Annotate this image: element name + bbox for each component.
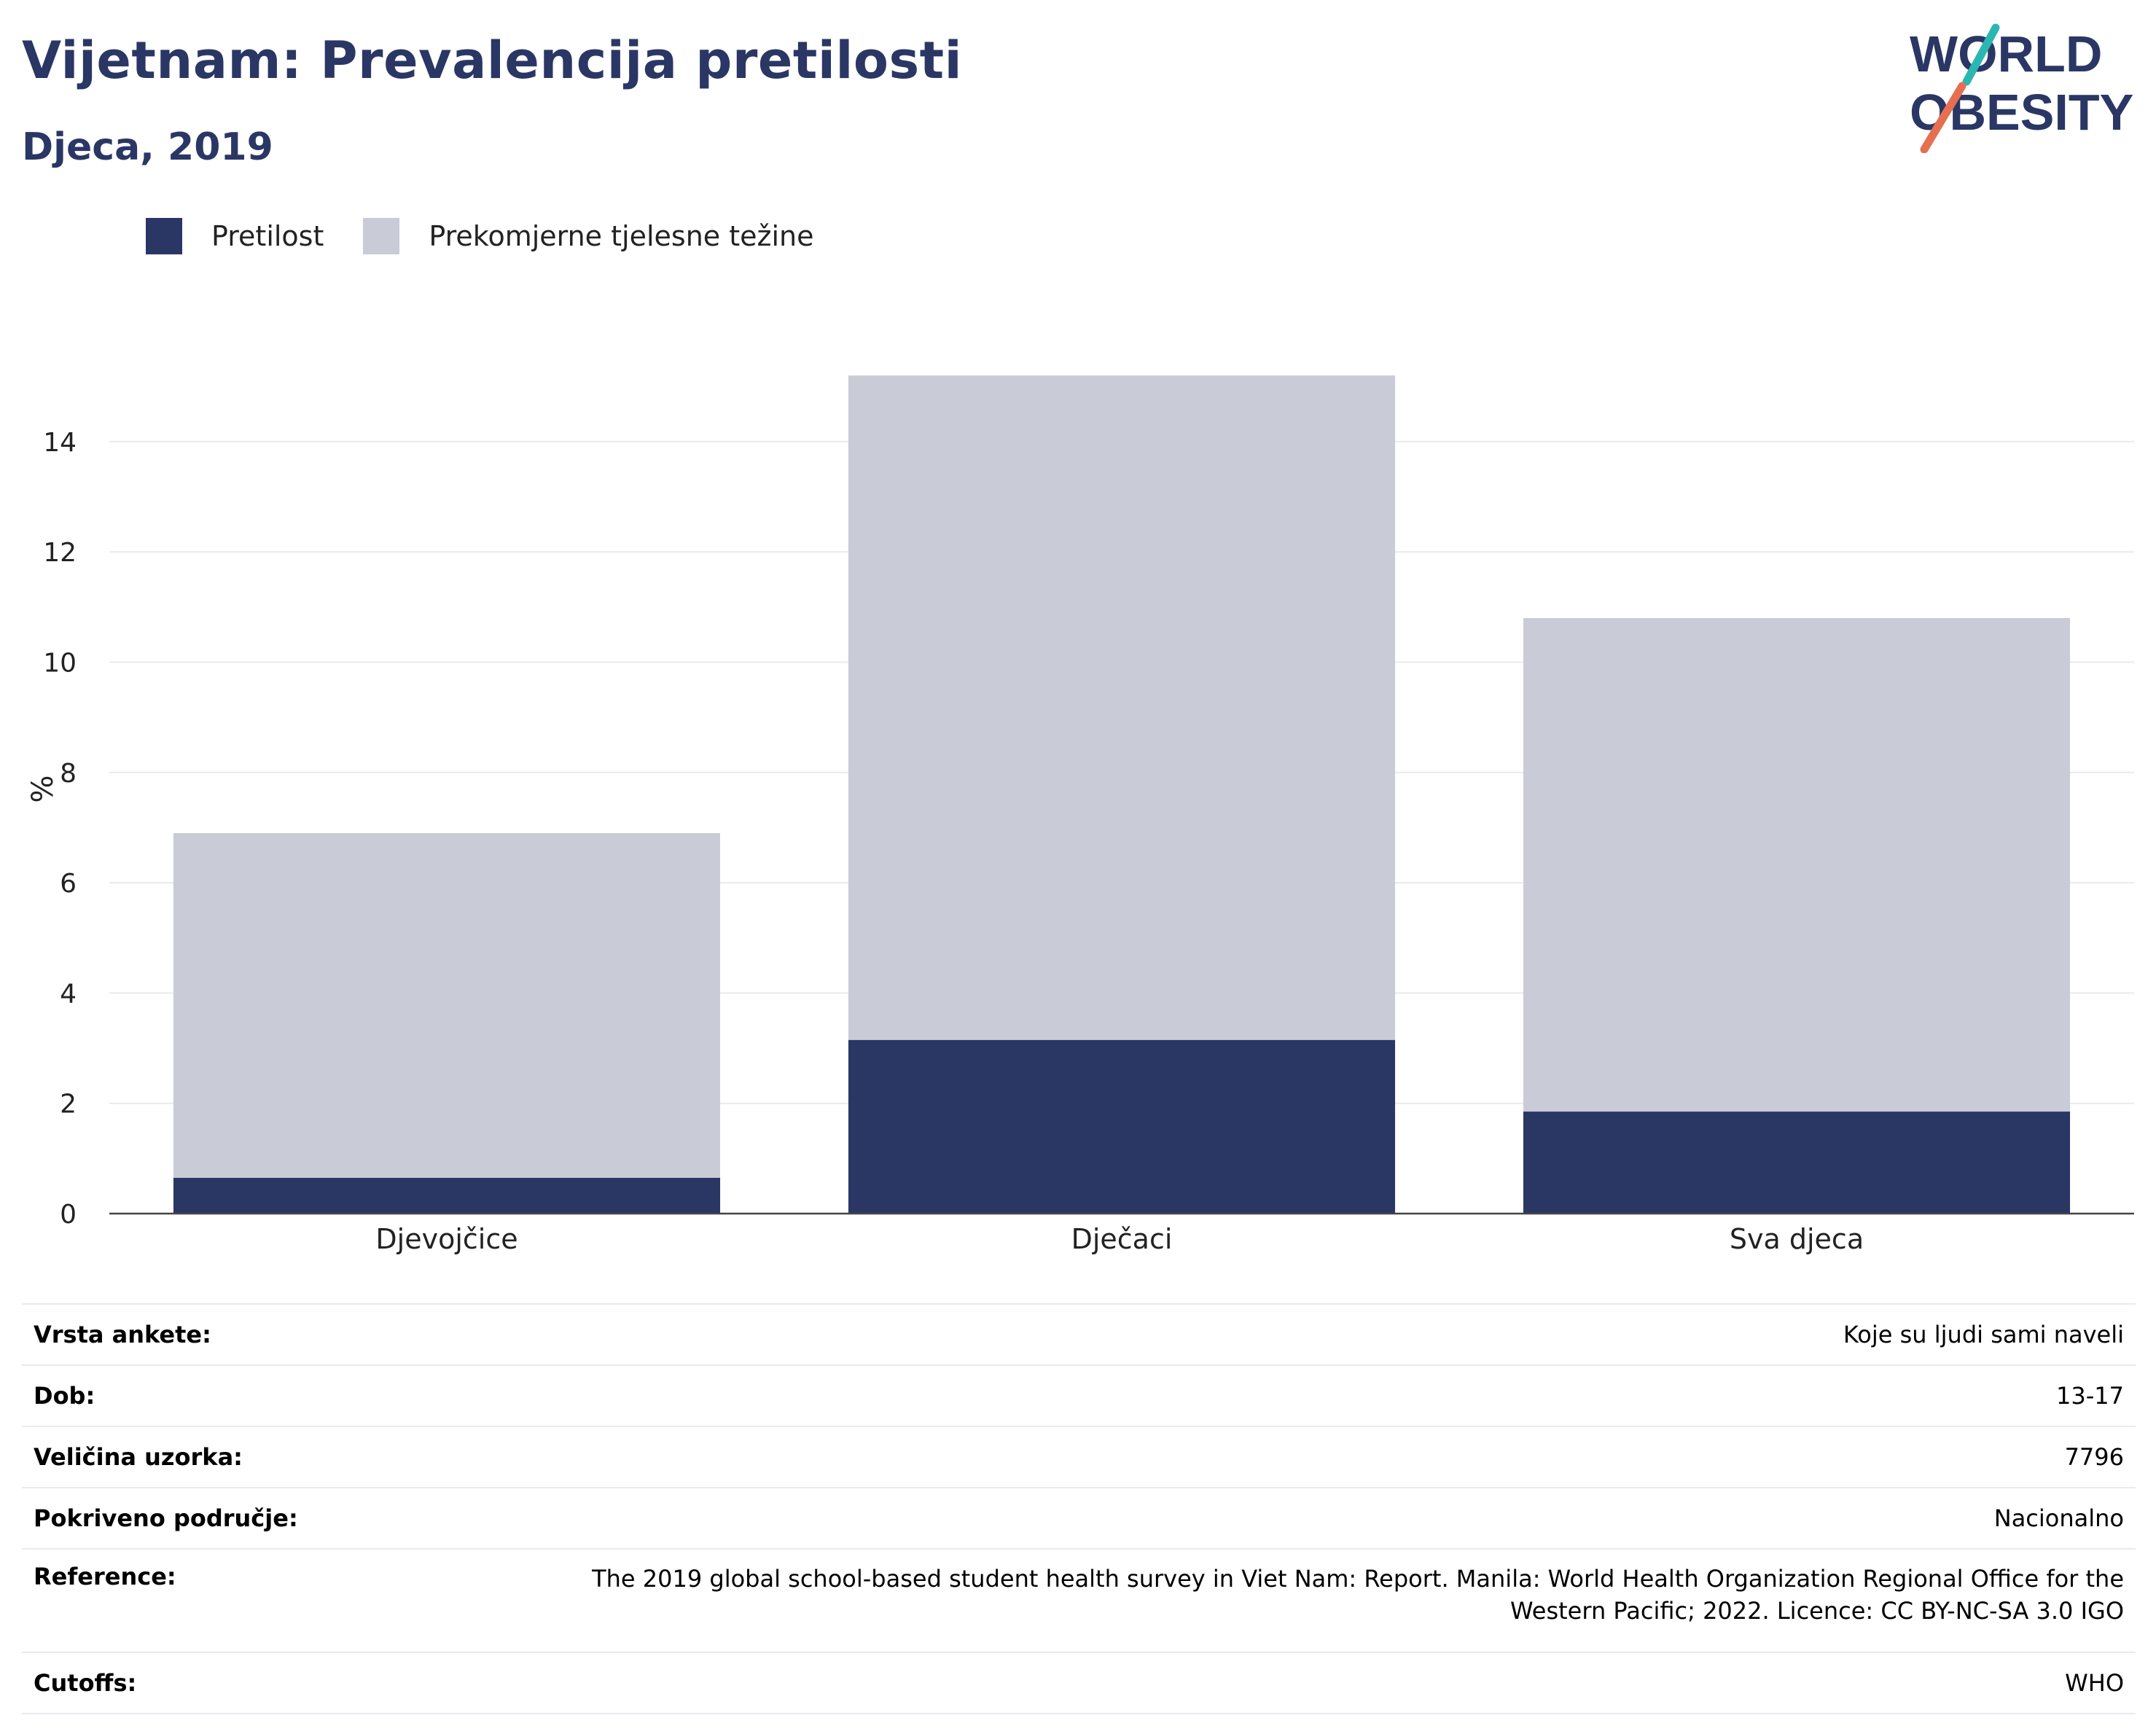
info-value: Koje su ljudi sami naveli <box>483 1303 2136 1365</box>
world-obesity-logo: WORLD OBESITY <box>1910 23 2133 153</box>
page-title: Vijetnam: Prevalencija pretilosti <box>22 31 963 90</box>
legend-label-overweight: Prekomjerne tjelesne težine <box>429 220 814 252</box>
info-row-reference: Reference: The 2019 global school-based … <box>22 1548 2136 1652</box>
y-tick-label: 6 <box>60 869 77 899</box>
y-tick-label: 2 <box>60 1090 77 1120</box>
y-tick-label: 12 <box>43 538 77 568</box>
logo-line1: WORLD <box>1910 26 2102 82</box>
info-key: Vrsta ankete: <box>22 1303 483 1365</box>
y-tick-label: 10 <box>43 649 77 679</box>
info-row-coverage: Pokriveno područje: Nacionalno <box>22 1487 2136 1549</box>
reference-line-2: Western Pacific; 2022. Licence: CC BY-NC… <box>1510 1597 2124 1625</box>
info-key: Pokriveno područje: <box>22 1487 483 1549</box>
bar-obesity <box>1523 1112 2071 1214</box>
info-row-age: Dob: 13-17 <box>22 1364 2136 1426</box>
info-key: Cutoffs: <box>22 1652 483 1714</box>
y-tick-label: 4 <box>60 979 77 1009</box>
legend-item-overweight[interactable]: Prekomjerne tjelesne težine <box>363 218 814 254</box>
bar-overweight <box>173 833 721 1178</box>
info-value: WHO <box>483 1652 2136 1714</box>
info-key: Veličina uzorka: <box>22 1426 483 1488</box>
info-value: The 2019 global school-based student hea… <box>483 1548 2136 1652</box>
info-key: Dob: <box>22 1364 483 1426</box>
legend-swatch-obesity <box>146 218 182 254</box>
legend-swatch-overweight <box>363 218 400 254</box>
page-subtitle: Djeca, 2019 <box>22 125 273 169</box>
x-tick-label: Dječaci <box>1071 1223 1173 1255</box>
bar-chart: 0 2 4 6 8 10 12 14% Djevojčice Dječaci Sva djeca <box>26 375 2134 1255</box>
info-key: Reference: <box>22 1548 483 1652</box>
y-tick-label: 8 <box>60 759 77 789</box>
bar-overweight <box>1523 617 2071 1112</box>
survey-info-table: Vrsta ankete: Koje su ljudi sami naveli … <box>22 1303 2136 1714</box>
reference-line-1: The 2019 global school-based student hea… <box>592 1565 2124 1593</box>
y-tick-label: 14 <box>43 428 77 458</box>
bar-overweight <box>848 375 1396 1040</box>
info-row-survey-type: Vrsta ankete: Koje su ljudi sami naveli <box>22 1303 2136 1365</box>
x-tick-label: Djevojčice <box>375 1223 517 1255</box>
info-value: Nacionalno <box>483 1487 2136 1549</box>
bar-obesity <box>848 1039 1396 1214</box>
y-axis-label: % <box>26 775 60 802</box>
info-row-cutoffs: Cutoffs: WHO <box>22 1652 2136 1714</box>
info-row-sample-size: Veličina uzorka: 7796 <box>22 1426 2136 1488</box>
legend-label-obesity: Pretilost <box>211 220 324 252</box>
bar-obesity <box>173 1177 721 1214</box>
chart-legend: Pretilost Prekomjerne tjelesne težine <box>146 216 854 257</box>
y-tick-label: 0 <box>60 1200 77 1230</box>
x-tick-label: Sva djeca <box>1730 1223 1864 1255</box>
info-value: 7796 <box>483 1426 2136 1488</box>
legend-item-obesity[interactable]: Pretilost <box>146 218 324 254</box>
info-value: 13-17 <box>483 1364 2136 1426</box>
